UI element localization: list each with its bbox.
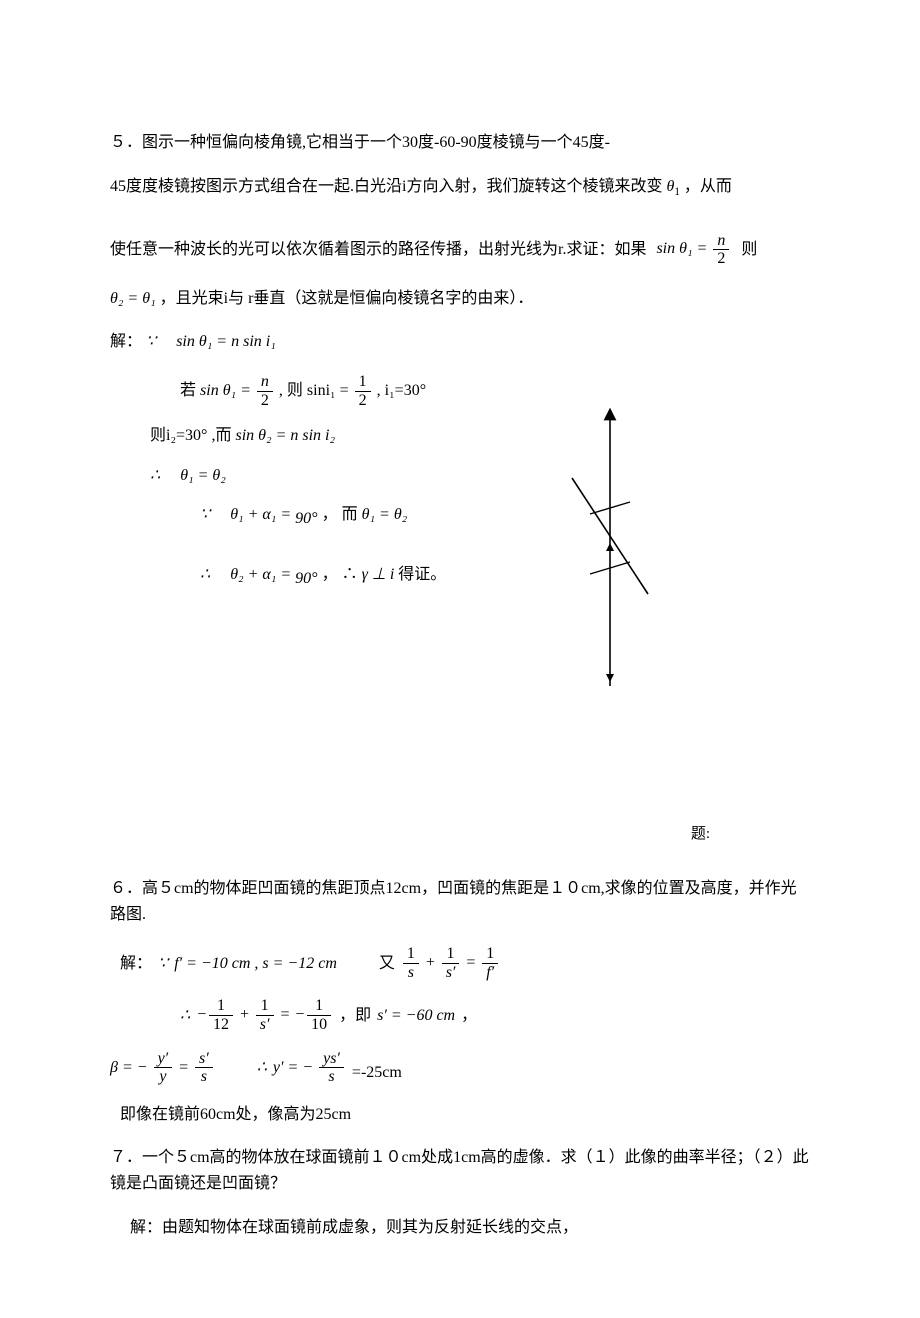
step3-a: 则i₂=30° <box>150 427 207 444</box>
q5-sol-step1: 解： ∵ sin θ₁ = n sin i₁ <box>110 329 810 355</box>
eq-step6e: 得证。 <box>398 566 446 583</box>
q6-beta: β = − y′y = s′s <box>110 1050 215 1086</box>
prism-diagram-wrap: 题: <box>110 596 810 856</box>
q6-sol-label: 解： <box>120 951 152 977</box>
q6-result-25cm: =-25cm <box>352 1060 402 1086</box>
q5-line1: ５．图示一种恒偏向棱角镜,它相当于一个30度-60-90度棱镜与一个45度- <box>110 130 810 156</box>
q5-line3-text-c: 则 <box>741 240 757 257</box>
q5-line2-text-b: ，从而 <box>684 178 732 195</box>
eq-step4: θ₁ = θ₂ <box>180 467 226 484</box>
eq-sin-theta1-n2-b: sin θ₁ = n2 <box>200 382 279 399</box>
eq-step6c: ， ∴ <box>322 566 358 583</box>
step2-if: 若 <box>180 382 196 399</box>
therefore-1: ∴ <box>150 467 160 484</box>
gamma-perp-i: γ ⊥ i <box>362 566 399 583</box>
diagram-caption: 题: <box>691 822 710 846</box>
q6-therefore-2: ∴ <box>257 1055 267 1081</box>
q6-yprime: y′ = − ys′s <box>273 1050 346 1086</box>
eq-step3c: sin θ₂ = n sin i₂ <box>235 427 335 444</box>
eq-sin-theta1-n2: sin θ₁ = n2 <box>656 240 735 257</box>
mirror-equation: 1s + 1s′ = 1f′ <box>401 945 500 981</box>
q6-because: ∵ <box>158 951 168 977</box>
eq-theta2-eq-theta1: θ₂ = θ₁ <box>110 290 156 307</box>
q5-line3-text-a: 使任意一种波长的光可以依次循着图示的路径传播，出射光线为r.求证：如果 <box>110 240 646 257</box>
eq-step5c: ， 而 <box>322 506 358 523</box>
q7-title: ７．一个５cm高的物体放在球面镜前１０cm处成1cm高的虚像．求（１）此像的曲率… <box>110 1145 810 1196</box>
q5-sol-step4: ∴ θ₁ = θ₂ <box>110 463 810 489</box>
q5-sol-step5: ∵ θ₁ + α₁ = 90° ， 而 θ₁ = θ₂ <box>110 502 810 532</box>
q6-title: ６．高５cm的物体距凹面镜的焦距顶点12cm，凹面镜的焦距是１０cm,求像的位置… <box>110 876 810 927</box>
q6-sol-line1: 解： ∵ f′ = −10 cm , s = −12 cm 又 1s + 1s′… <box>110 945 810 981</box>
q6-sol-line2: ∴ −112 + 1s′ = −110 ，即 s′ = −60 cm ， <box>110 997 810 1033</box>
q5-sol-step6: ∴ θ₂ + α₁ = 90° ， ∴ γ ⊥ i 得证。 <box>110 562 810 592</box>
solution-label: 解： <box>110 333 142 350</box>
therefore-2: ∴ <box>200 566 210 583</box>
q6-also: 又 <box>379 951 395 977</box>
q5-line4: θ₂ = θ₁ ，且光束i与 r垂直（这就是恒偏向棱镜名字的由来）． <box>110 286 810 312</box>
q6-conclusion: 即像在镜前60cm处，像高为25cm <box>110 1102 810 1128</box>
eq-step5b: 90° <box>295 511 317 528</box>
because-symbol: ∵ <box>146 333 156 350</box>
eq-step6a: θ₂ + α₁ = <box>230 566 291 583</box>
eq-step5a: θ₁ + α₁ = <box>230 506 291 523</box>
q6-given: f′ = −10 cm , s = −12 cm <box>174 951 337 977</box>
q5-line2: 45度度棱镜按图示方式组合在一起.白光沿i方向入射，我们旋转这个棱镜来改变 θ1… <box>110 174 810 202</box>
q6-substitution: −112 + 1s′ = −110 <box>196 997 333 1033</box>
eq-step5d: θ₁ = θ₂ <box>362 506 408 523</box>
eq-step1: sin θ₁ = n sin i₁ <box>176 333 276 350</box>
q5-sol-step3: 则i₂=30° ,而 sin θ₂ = n sin i₂ <box>110 423 810 449</box>
q6-comma: ， <box>461 1003 477 1029</box>
step2-then: , 则 sini₁ = <box>279 382 349 399</box>
step3-b: ,而 <box>211 427 231 444</box>
q7-solution: 解：由题知物体在球面镜前成虚象，则其为反射延长线的交点， <box>110 1215 810 1241</box>
prism-diagram <box>550 406 670 686</box>
q5-line2-text-a: 45度度棱镜按图示方式组合在一起.白光沿i方向入射，我们旋转这个棱镜来改变 <box>110 178 662 195</box>
q6-sol-line3: β = − y′y = s′s ∴ y′ = − ys′s =-25cm <box>110 1050 810 1086</box>
q5-sol-step2: 若 sin θ₁ = n2 , 则 sini₁ = 12 , i₁=30° <box>110 373 810 409</box>
q5-line4-text-b: ，且光束i与 r垂直（这就是恒偏向棱镜名字的由来）． <box>160 290 534 307</box>
document-page: ５．图示一种恒偏向棱角镜,它相当于一个30度-60-90度棱镜与一个45度- 4… <box>0 0 920 1318</box>
frac-half: 12 <box>353 382 377 399</box>
q5-line3: 使任意一种波长的光可以依次循着图示的路径传播，出射光线为r.求证：如果 sin … <box>110 232 810 268</box>
eq-step6b: 90° <box>295 570 317 587</box>
theta1-symbol: θ1 <box>666 178 679 195</box>
q6-sprime: s′ = −60 cm <box>377 1003 455 1029</box>
q6-ie: ，即 <box>339 1003 371 1029</box>
because-2: ∵ <box>200 506 210 523</box>
q6-therefore-1: ∴ <box>180 1003 190 1029</box>
step2-end: , i₁=30° <box>377 382 426 399</box>
